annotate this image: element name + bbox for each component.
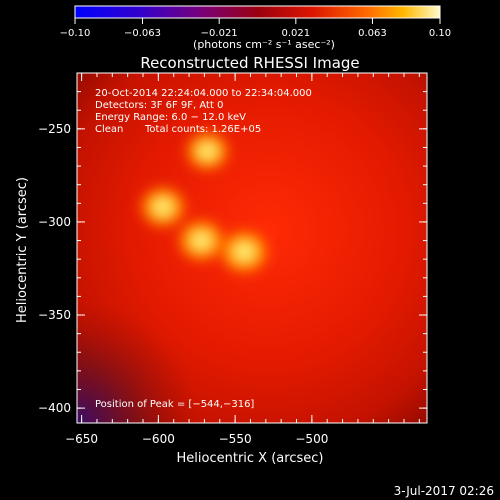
colorbar-unit-label: (photons cm⁻² s⁻¹ asec⁻²)	[193, 38, 335, 51]
source-blob	[136, 183, 190, 231]
time-range: 20-Oct-2014 22:24:04.000 to 22:34:04.000	[95, 88, 312, 99]
heatmap-image	[77, 73, 427, 423]
x-tick-label: −500	[295, 432, 328, 446]
chart-title: Reconstructed RHESSI Image	[140, 54, 359, 72]
x-axis: −650 −600 −550 −500	[65, 73, 420, 446]
y-axis: −250 −300 −350 −400	[38, 72, 427, 415]
colorbar-tick-label: 0.10	[429, 28, 451, 39]
footer-date: 3-Jul-2017 02:26	[394, 484, 494, 498]
colorbar-tick-label: 0.063	[358, 28, 387, 39]
energy-range: Energy Range: 6.0 − 12.0 keV	[95, 112, 246, 123]
colorbar-tick-label: −0.063	[124, 28, 161, 39]
y-tick-label: −250	[38, 122, 71, 136]
plot-frame	[76, 72, 428, 424]
colorbar-tick-label: −0.10	[60, 28, 91, 39]
y-tick-label: −400	[38, 401, 71, 415]
y-tick-label: −300	[38, 215, 71, 229]
source-blob	[216, 226, 273, 277]
colorbar-tick-label: −0.021	[201, 28, 238, 39]
source-blob	[174, 216, 229, 265]
algorithm: Clean	[95, 124, 123, 135]
source-blob	[182, 128, 233, 174]
colorbar-tick-label: 0.021	[282, 28, 311, 39]
y-tick-label: −350	[38, 308, 71, 322]
x-tick-label: −550	[219, 432, 252, 446]
x-tick-label: −600	[142, 432, 175, 446]
total-counts: Total counts: 1.26E+05	[144, 124, 261, 135]
y-axis-label: Heliocentric Y (arcsec)	[15, 177, 30, 323]
colorbar	[74, 5, 441, 19]
colorbar-ticks: −0.10 −0.063 −0.021 0.021 0.063 0.10	[60, 18, 451, 39]
peak-position: Position of Peak = [−544,−316]	[95, 399, 254, 410]
detectors: Detectors: 3F 6F 9F, Att 0	[95, 100, 223, 111]
x-tick-label: −650	[65, 432, 98, 446]
x-axis-label: Heliocentric X (arcsec)	[177, 451, 324, 466]
